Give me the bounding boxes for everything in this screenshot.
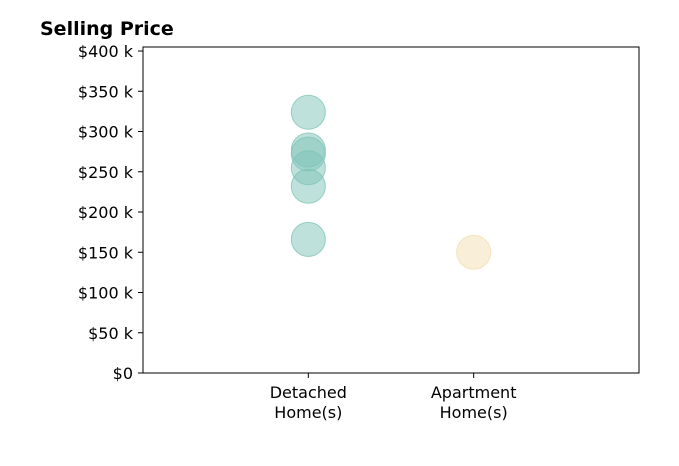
scatter-point	[290, 221, 326, 257]
x-axis: Detached Home(s) Apartment Home(s)	[270, 373, 517, 422]
points-layer	[290, 94, 492, 270]
x-tick-label: Detached Home(s)	[270, 383, 347, 422]
y-tick-label: $350 k	[78, 82, 134, 101]
plot-frame	[142, 46, 640, 374]
y-tick-label: $50 k	[88, 324, 134, 343]
y-tick-label: $400 k	[78, 42, 134, 61]
y-tick-label: $150 k	[78, 243, 134, 262]
chart-title: Selling Price	[40, 18, 174, 40]
y-tick-label: $200 k	[78, 203, 134, 222]
y-tick-label: $300 k	[78, 123, 134, 142]
y-tick-label: $250 k	[78, 163, 134, 182]
y-tick-label: $0	[113, 364, 133, 383]
scatter-point	[456, 234, 492, 270]
x-tick-label: Apartment Home(s)	[431, 383, 517, 422]
scatter-point	[290, 94, 326, 130]
scatter-point	[290, 168, 326, 204]
y-tick-label: $100 k	[78, 284, 134, 303]
y-axis: $0 $50 k $100 k $150 k $200 k $250 k $300 k $35…	[78, 42, 143, 383]
